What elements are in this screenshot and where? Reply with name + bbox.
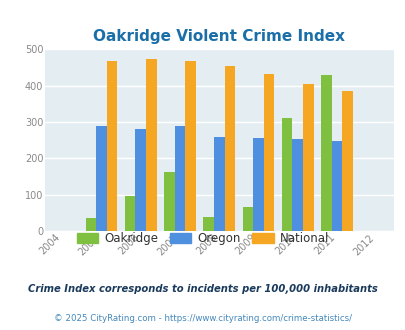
Bar	[107, 61, 117, 231]
Legend: Oakridge, Oregon, National: Oakridge, Oregon, National	[72, 227, 333, 250]
Bar	[292, 139, 302, 231]
Bar	[331, 141, 341, 231]
Bar	[302, 84, 313, 231]
Bar	[253, 138, 263, 231]
Bar	[242, 208, 253, 231]
Bar	[174, 126, 185, 231]
Text: Crime Index corresponds to incidents per 100,000 inhabitants: Crime Index corresponds to incidents per…	[28, 284, 377, 294]
Bar	[96, 126, 107, 231]
Bar	[135, 129, 146, 231]
Bar	[263, 74, 274, 231]
Title: Oakridge Violent Crime Index: Oakridge Violent Crime Index	[93, 29, 344, 44]
Bar	[224, 66, 234, 231]
Bar	[341, 90, 352, 231]
Bar	[203, 217, 213, 231]
Bar	[164, 172, 174, 231]
Bar	[185, 61, 196, 231]
Bar	[125, 196, 135, 231]
Bar	[281, 118, 292, 231]
Bar	[85, 217, 96, 231]
Bar	[320, 75, 331, 231]
Bar	[146, 59, 156, 231]
Bar	[213, 137, 224, 231]
Text: © 2025 CityRating.com - https://www.cityrating.com/crime-statistics/: © 2025 CityRating.com - https://www.city…	[54, 314, 351, 323]
